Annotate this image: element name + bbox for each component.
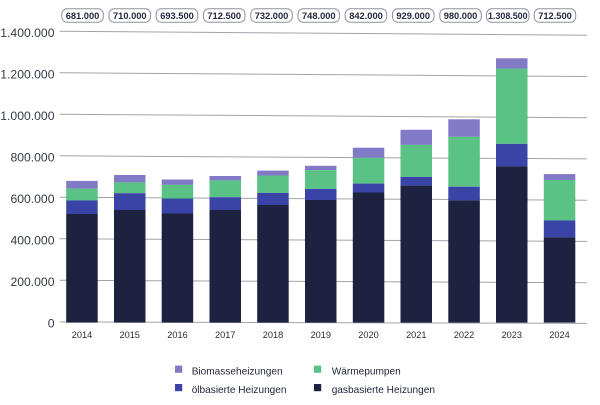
svg-text:2021: 2021: [406, 330, 426, 340]
svg-text:400.000: 400.000: [10, 233, 54, 247]
svg-text:0: 0: [48, 316, 55, 330]
svg-text:200.000: 200.000: [10, 275, 54, 289]
svg-text:800.000: 800.000: [10, 150, 54, 164]
svg-text:842.000: 842.000: [349, 11, 383, 21]
svg-text:2020: 2020: [358, 330, 378, 340]
svg-text:600.000: 600.000: [10, 192, 54, 206]
svg-text:712.500: 712.500: [538, 11, 572, 21]
svg-text:732.000: 732.000: [255, 11, 289, 21]
svg-text:2022: 2022: [454, 330, 474, 340]
svg-text:1.200.000: 1.200.000: [0, 67, 54, 81]
svg-text:712.500: 712.500: [207, 11, 241, 21]
svg-text:710.000: 710.000: [113, 11, 147, 21]
svg-text:2018: 2018: [263, 330, 283, 340]
svg-text:748.000: 748.000: [302, 11, 336, 21]
svg-text:693.500: 693.500: [160, 11, 194, 21]
svg-text:1.000.000: 1.000.000: [0, 109, 54, 123]
svg-text:2015: 2015: [119, 330, 139, 340]
svg-text:2016: 2016: [167, 330, 187, 340]
svg-text:929.000: 929.000: [396, 11, 430, 21]
svg-text:2024: 2024: [549, 330, 569, 340]
svg-text:1.308.500: 1.308.500: [488, 11, 528, 21]
svg-text:2019: 2019: [311, 330, 331, 340]
svg-text:gasbasierte Heizungen: gasbasierte Heizungen: [332, 385, 435, 396]
svg-text:2014: 2014: [72, 330, 92, 340]
svg-text:2023: 2023: [502, 330, 522, 340]
svg-text:980.000: 980.000: [444, 11, 478, 21]
svg-text:681.000: 681.000: [66, 11, 100, 21]
svg-text:Biomasseheizungen: Biomasseheizungen: [192, 367, 283, 378]
svg-text:2017: 2017: [215, 330, 235, 340]
svg-text:ölbasierte Heizungen: ölbasierte Heizungen: [192, 385, 287, 396]
svg-text:1.400.000: 1.400.000: [0, 26, 54, 40]
svg-text:Wärmepumpen: Wärmepumpen: [332, 367, 401, 378]
